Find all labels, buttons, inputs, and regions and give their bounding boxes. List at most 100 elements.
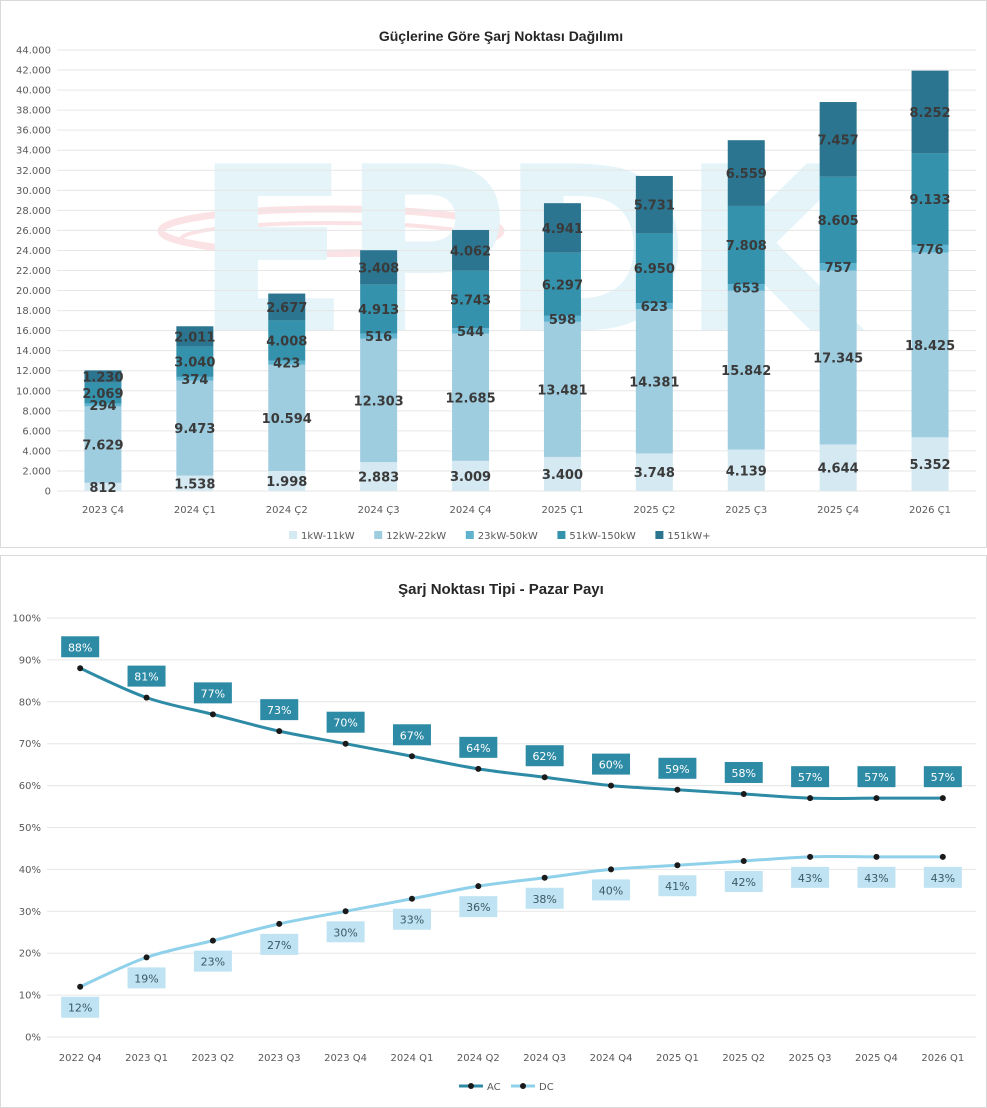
data-label-box [525, 745, 564, 767]
data-label: 2.677 [266, 301, 307, 316]
bar-segment-12kW-22kW [360, 338, 398, 463]
bar-segment-51kW-150kW [84, 382, 122, 404]
bar-segment-12kW-22kW [727, 290, 765, 450]
y-tick-label: 14.000 [16, 346, 51, 357]
x-tick-label: 2024 Ç3 [358, 505, 400, 516]
data-label: 757 [825, 261, 852, 276]
y-tick-label: 22.000 [16, 266, 51, 277]
data-label: 623 [641, 300, 668, 315]
y-tick-label: 10.000 [16, 386, 51, 397]
legend-label: 12kW-22kW [386, 531, 446, 542]
data-point [77, 983, 84, 990]
bar-segment-151kW+ [360, 250, 398, 285]
legend-label: 1kW-11kW [301, 531, 355, 542]
data-label: 77% [201, 687, 225, 700]
y-tick-label: 34.000 [16, 146, 51, 157]
data-label: 3.009 [450, 470, 491, 485]
y-tick-label: 40.000 [16, 86, 51, 97]
legend-label: 151kW+ [667, 531, 710, 542]
y-tick-label: 100% [12, 614, 41, 625]
data-label: 5.352 [909, 458, 950, 473]
data-label: 18.425 [905, 339, 955, 354]
bar-segment-51kW-150kW [360, 284, 398, 334]
legend-label: DC [539, 1082, 554, 1093]
data-label: 6.950 [634, 262, 675, 277]
data-label-box [260, 699, 299, 721]
series-line-AC [79, 666, 943, 800]
y-tick-label: 90% [19, 655, 41, 666]
x-tick-label: 2025 Ç1 [541, 505, 583, 516]
legend: AC DC [459, 1082, 554, 1093]
data-label: 41% [665, 880, 689, 893]
y-tick-label: 16.000 [16, 326, 51, 337]
bar-segment-51kW-150kW [452, 270, 490, 329]
data-label: 43% [798, 872, 822, 885]
data-label: 7.629 [82, 439, 123, 454]
bar-segment-23kW-50kW [543, 315, 581, 322]
x-tick-label: 2024 Q3 [523, 1053, 566, 1064]
data-label: 598 [549, 313, 576, 328]
bar-segment-51kW-150kW [543, 252, 581, 316]
bar-segment-1kW-11kW [176, 475, 214, 491]
data-point [873, 795, 880, 802]
data-label: 4.139 [726, 464, 767, 479]
data-label-box [392, 724, 431, 746]
bar-segment-23kW-50kW [360, 333, 398, 339]
data-point [740, 790, 747, 797]
data-point [342, 740, 349, 747]
data-label-box [61, 636, 100, 658]
data-label-box [923, 866, 962, 888]
data-label-box [127, 665, 166, 687]
y-tick-label: 0% [25, 1033, 41, 1044]
bar-segment-51kW-150kW [819, 176, 857, 264]
bar-segment-51kW-150kW [911, 153, 949, 245]
data-label: 2.011 [174, 330, 215, 345]
bar-segment-12kW-22kW [452, 333, 490, 461]
data-point [541, 874, 548, 881]
y-tick-label: 2.000 [22, 466, 51, 477]
data-label: 12.685 [445, 391, 495, 406]
y-tick-label: 28.000 [16, 206, 51, 217]
x-tick-label: 2025 Ç3 [725, 505, 767, 516]
data-label-box [658, 757, 697, 779]
data-point [939, 853, 946, 860]
data-point [209, 711, 216, 718]
data-point [807, 795, 814, 802]
y-tick-label: 24.000 [16, 246, 51, 257]
bar-segment-151kW+ [543, 203, 581, 253]
bar-segment-151kW+ [268, 293, 306, 321]
data-label: 776 [916, 243, 943, 258]
bar-segment-151kW+ [911, 70, 949, 154]
data-label: 58% [732, 767, 756, 780]
data-label: 59% [665, 763, 689, 776]
y-tick-label: 38.000 [16, 106, 51, 117]
y-tick-label: 36.000 [16, 126, 51, 137]
bar-segment-23kW-50kW [635, 303, 673, 310]
legend-label: AC [487, 1082, 501, 1093]
y-tick-label: 20% [19, 949, 41, 960]
bar-segment-1kW-11kW [819, 444, 857, 491]
data-point [276, 728, 283, 735]
data-label-box [459, 736, 498, 758]
y-tick-label: 50% [19, 823, 41, 834]
data-label: 3.400 [542, 468, 583, 483]
data-point [608, 866, 615, 873]
data-label: 17.345 [813, 352, 863, 367]
x-tick-label: 2025 Ç2 [633, 505, 675, 516]
bar-segment-51kW-150kW [176, 346, 214, 377]
bar-segment-12kW-22kW [543, 321, 581, 457]
y-tick-label: 70% [19, 739, 41, 750]
chart-title: Güçlerine Göre Şarj Noktası Dağılımı [379, 28, 623, 44]
y-tick-label: 26.000 [16, 226, 51, 237]
data-label-box [193, 682, 232, 704]
legend: 1kW-11kW 12kW-22kW 23kW-50kW 51kW-150kW 151k… [289, 531, 711, 542]
market-share-line-chart: Şarj Noktası Tipi - Pazar Payı 0% 10% 20% 3… [12, 581, 976, 1093]
bar-segment-151kW+ [452, 229, 490, 271]
data-label-box [61, 996, 100, 1018]
data-label: 7.808 [726, 239, 767, 254]
data-point [674, 786, 681, 793]
x-tick-label: 2023 Q2 [191, 1053, 234, 1064]
x-tick-label: 2026 Q1 [921, 1053, 964, 1064]
data-label: 3.748 [634, 466, 675, 481]
y-tick-label: 80% [19, 697, 41, 708]
